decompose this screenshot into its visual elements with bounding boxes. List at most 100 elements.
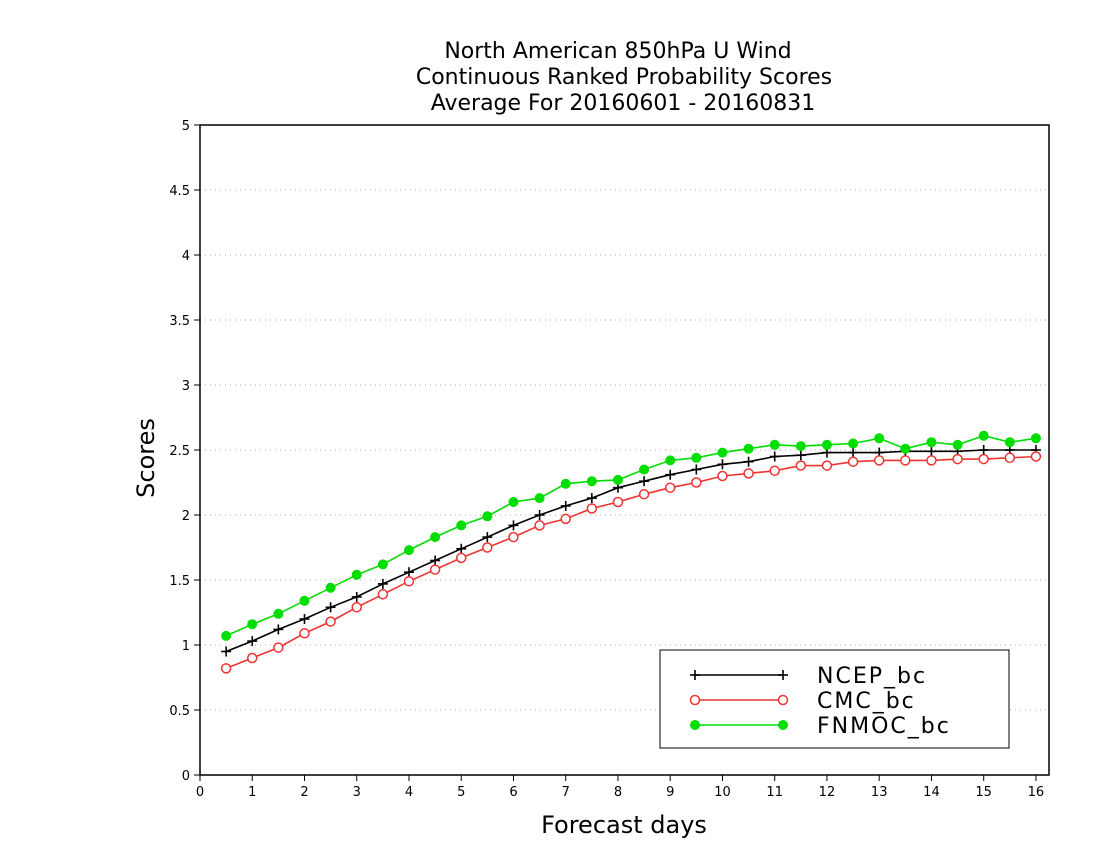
data-point-ncep-bc xyxy=(273,624,284,635)
data-point-fnmoc-bc xyxy=(247,619,258,630)
x-tick-label: 14 xyxy=(923,785,940,800)
data-point-fnmoc-bc xyxy=(795,441,806,452)
data-point-cmc-bc xyxy=(508,531,519,543)
series-fnmoc-bc xyxy=(221,430,1041,641)
data-point-cmc-bc xyxy=(847,456,859,467)
data-point-fnmoc-bc xyxy=(743,443,754,454)
data-point-fnmoc-bc xyxy=(717,447,728,458)
data-point-cmc-bc xyxy=(612,496,624,508)
data-point-cmc-bc xyxy=(926,455,937,466)
data-point-cmc-bc xyxy=(1004,452,1016,464)
data-point-cmc-bc xyxy=(560,513,571,525)
data-point-cmc-bc xyxy=(273,642,284,653)
data-point-cmc-bc xyxy=(664,482,676,493)
y-tick-label: 5 xyxy=(182,119,190,134)
legend-entry-ncep-bc: NCEP_bc xyxy=(690,664,925,689)
data-point-ncep-bc xyxy=(534,510,545,520)
series-ncep-bc xyxy=(221,445,1041,657)
data-point-ncep-bc xyxy=(560,500,571,511)
data-point-fnmoc-bc xyxy=(299,595,310,606)
data-point-ncep-bc xyxy=(351,591,362,602)
data-point-fnmoc-bc xyxy=(848,438,859,449)
x-tick-label: 11 xyxy=(766,785,783,800)
x-tick-label: 16 xyxy=(1028,785,1045,800)
data-point-fnmoc-bc xyxy=(351,569,362,580)
data-point-fnmoc-bc xyxy=(377,559,388,570)
data-point-fnmoc-bc xyxy=(978,430,989,441)
data-point-ncep-bc xyxy=(482,532,493,543)
data-point-cmc-bc xyxy=(325,616,336,627)
data-point-fnmoc-bc xyxy=(952,439,963,450)
data-point-ncep-bc xyxy=(665,469,676,480)
y-tick-label: 3.5 xyxy=(169,314,190,329)
data-point-cmc-bc xyxy=(978,453,989,465)
data-point-cmc-bc xyxy=(638,488,650,500)
data-point-cmc-bc xyxy=(299,628,310,639)
legend-marker-right-cmc-bc xyxy=(777,694,789,706)
x-tick-label: 0 xyxy=(196,785,204,800)
data-point-cmc-bc xyxy=(586,503,598,514)
data-point-fnmoc-bc xyxy=(534,493,545,504)
data-point-fnmoc-bc xyxy=(273,608,284,619)
x-axis-label: Forecast days xyxy=(541,811,707,839)
y-tick-label: 0.5 xyxy=(169,704,190,719)
y-tick-label: 2 xyxy=(182,509,190,524)
data-point-cmc-bc xyxy=(351,602,362,613)
data-point-ncep-bc xyxy=(403,567,414,578)
data-point-cmc-bc xyxy=(769,465,780,477)
series-line-fnmoc-bc xyxy=(225,434,1037,637)
data-point-cmc-bc xyxy=(246,652,258,664)
data-point-ncep-bc xyxy=(639,476,650,487)
data-point-ncep-bc xyxy=(848,447,859,458)
series-lines xyxy=(220,430,1042,674)
data-point-ncep-bc xyxy=(508,520,519,531)
x-tick-label: 1 xyxy=(248,785,256,800)
data-point-fnmoc-bc xyxy=(769,439,780,450)
y-axis-label: Scores xyxy=(132,418,160,498)
gridlines xyxy=(200,189,1049,711)
data-point-fnmoc-bc xyxy=(874,433,885,444)
legend-marker-right-fnmoc-bc xyxy=(778,720,788,730)
data-point-cmc-bc xyxy=(821,460,833,471)
y-tick-label: 4 xyxy=(182,249,190,264)
x-tick-label: 6 xyxy=(509,785,517,800)
chart-title: North American 850hPa U Wind Continuous … xyxy=(416,39,832,116)
y-tick-label: 0 xyxy=(182,769,190,784)
series-line-cmc-bc xyxy=(225,455,1036,670)
data-point-fnmoc-bc xyxy=(586,476,597,487)
x-tick-label: 9 xyxy=(666,785,674,800)
x-tick-label: 7 xyxy=(562,785,570,800)
data-point-cmc-bc xyxy=(900,455,911,466)
data-point-fnmoc-bc xyxy=(221,630,232,641)
legend-entry-cmc-bc: CMC_bc xyxy=(689,689,914,714)
title-line-1: North American 850hPa U Wind xyxy=(444,39,791,64)
legend-marker-left-cmc-bc xyxy=(689,694,701,706)
x-tick-label: 13 xyxy=(871,785,888,800)
data-point-fnmoc-bc xyxy=(430,532,441,543)
legend-label-fnmoc-bc: FNMOC_bc xyxy=(817,714,951,739)
data-point-ncep-bc xyxy=(743,456,754,467)
data-point-fnmoc-bc xyxy=(639,464,650,475)
data-point-cmc-bc xyxy=(1030,451,1042,462)
legend-marker-left-fnmoc-bc xyxy=(690,720,700,730)
data-point-ncep-bc xyxy=(926,446,937,457)
legend-marker-right-ncep-bc xyxy=(778,670,788,680)
y-tick-label: 2.5 xyxy=(169,444,190,459)
data-point-cmc-bc xyxy=(482,542,493,553)
x-tick-label: 12 xyxy=(819,785,836,800)
data-point-ncep-bc xyxy=(717,459,728,470)
data-point-cmc-bc xyxy=(873,455,885,466)
data-point-ncep-bc xyxy=(691,464,702,475)
data-point-ncep-bc xyxy=(978,445,989,455)
data-point-fnmoc-bc xyxy=(1004,437,1015,448)
series-cmc-bc xyxy=(220,451,1042,674)
data-point-fnmoc-bc xyxy=(821,439,832,450)
data-point-ncep-bc xyxy=(325,602,336,613)
data-point-cmc-bc xyxy=(377,589,389,600)
data-point-ncep-bc xyxy=(299,614,310,624)
x-tick-label: 4 xyxy=(405,785,413,800)
x-tick-label: 3 xyxy=(353,785,361,800)
legend-marker-left-ncep-bc xyxy=(690,670,700,680)
data-point-fnmoc-bc xyxy=(926,437,937,448)
